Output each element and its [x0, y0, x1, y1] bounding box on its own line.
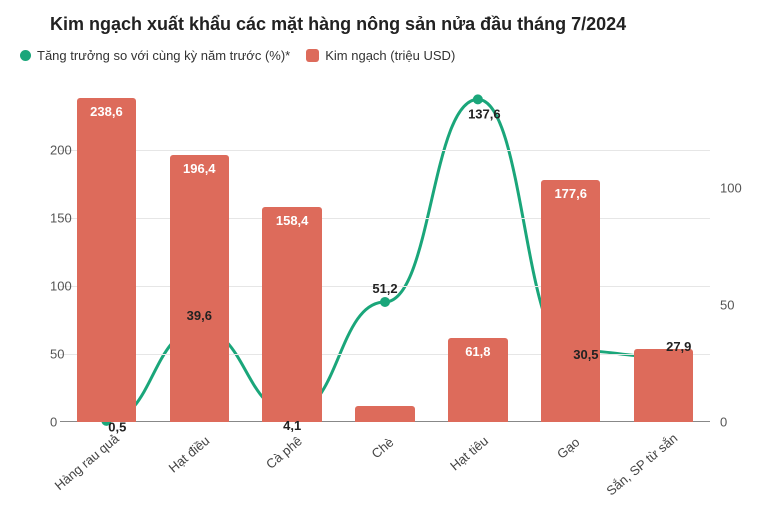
x-tick-label: Sắn, SP từ sắn — [603, 430, 680, 498]
line-value-label: 0,5 — [108, 419, 126, 434]
legend: Tăng trưởng so với cùng kỳ năm trước (%)… — [20, 48, 455, 63]
bar-value-label: 61,8 — [448, 344, 507, 359]
legend-label: Tăng trưởng so với cùng kỳ năm trước (%)… — [37, 48, 290, 63]
bar: 177,6 — [541, 180, 600, 422]
x-tick-label: Hàng rau quả — [52, 431, 122, 493]
bar: 158,4 — [262, 207, 321, 422]
bar: 238,6 — [77, 98, 136, 422]
line-marker — [473, 94, 483, 104]
legend-dot-icon — [20, 50, 31, 61]
grid-line — [60, 150, 710, 151]
line-marker — [380, 297, 390, 307]
line-value-label: 39,6 — [187, 308, 212, 323]
line-series-svg — [60, 82, 710, 422]
y-right-tick-label: 100 — [720, 180, 742, 195]
bar-value-label: 238,6 — [77, 104, 136, 119]
x-tick-label: Gạo — [554, 434, 582, 461]
grid-line — [60, 354, 710, 355]
bar-value-label: 177,6 — [541, 186, 600, 201]
bar: 61,8 — [448, 338, 507, 422]
line-value-label: 51,2 — [372, 281, 397, 296]
bar — [634, 349, 693, 422]
bar: 196,4 — [170, 155, 229, 422]
x-tick-label: Hạt tiêu — [447, 433, 491, 473]
x-tick-label: Cà phê — [263, 433, 305, 471]
x-tick-label: Hạt điều — [166, 433, 213, 476]
legend-label: Kim ngạch (triệu USD) — [325, 48, 455, 63]
bar-value-label: 196,4 — [170, 161, 229, 176]
plot-area: 050100150200050100238,6Hàng rau quả196,4… — [60, 82, 710, 422]
chart-container: Kim ngạch xuất khẩu các mặt hàng nông sả… — [0, 0, 767, 526]
line-value-label: 27,9 — [666, 339, 691, 354]
y-right-tick-label: 0 — [720, 415, 727, 430]
legend-square-icon — [306, 49, 319, 62]
bar — [355, 406, 414, 422]
line-value-label: 4,1 — [283, 418, 301, 433]
grid-line — [60, 218, 710, 219]
bar-value-label: 158,4 — [262, 213, 321, 228]
line-value-label: 30,5 — [573, 347, 598, 362]
legend-item-value: Kim ngạch (triệu USD) — [306, 48, 455, 63]
line-value-label: 137,6 — [468, 107, 501, 122]
x-tick-label: Chè — [369, 434, 397, 461]
legend-item-growth: Tăng trưởng so với cùng kỳ năm trước (%)… — [20, 48, 290, 63]
y-right-tick-label: 50 — [720, 297, 734, 312]
chart-title: Kim ngạch xuất khẩu các mặt hàng nông sả… — [50, 14, 626, 35]
